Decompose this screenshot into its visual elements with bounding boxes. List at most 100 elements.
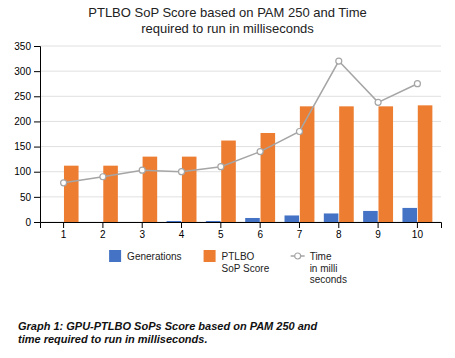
x-tick-label: 7 [297,229,303,240]
x-tick-label: 2 [100,229,106,240]
x-tick: 8 [336,222,342,240]
text-line: time required to run in milliseconds. [18,333,207,345]
x-tick: 9 [375,222,381,240]
x-tick-label: 10 [412,229,424,240]
y-tick: 200 [14,116,40,127]
line-marker [139,167,145,173]
bar [49,222,64,223]
text-line: PTLBO SoP Score based on PAM 250 and Tim… [88,5,366,20]
line-marker [61,180,67,186]
grid-line [40,71,441,72]
grid [40,46,441,222]
line-marker [257,149,263,155]
bar [143,157,158,222]
y-tick-mark [34,172,40,173]
y-tick: 50 [20,192,40,203]
y-tick-mark [34,121,40,122]
x-tick-mark [417,222,418,228]
text-line: PTLBO [222,251,255,262]
bar [221,141,236,222]
y-tick-label: 250 [14,91,31,102]
y-tick-label: 150 [14,141,31,152]
text-line: required to run in milliseconds [141,21,314,36]
legend-label: Generations [127,251,181,262]
line-marker [100,174,106,180]
x-tick-mark [63,222,64,228]
y-tick-mark [34,147,40,148]
line-marker [375,99,381,105]
y-axis-line [34,47,41,223]
line-series [61,58,421,186]
x-tick-mark [260,222,261,228]
y-tick-label: 100 [14,166,31,177]
y-tick: 100 [14,166,40,177]
x-tick-mark [378,222,379,228]
bar [64,166,79,222]
x-tick: 3 [139,222,145,240]
line-marker [336,58,342,64]
x-tick-label: 9 [375,229,381,240]
x-tick-label: 5 [218,229,224,240]
text-line: Graph 1: GPU-PTLBO SoPs Score based on P… [18,320,318,332]
x-tick: 5 [218,222,224,240]
bar [418,105,433,222]
bar [127,222,142,223]
x-tick-mark [220,222,221,228]
x-tick-label: 3 [139,229,145,240]
x-tick-mark [142,222,143,228]
grid-line [40,96,441,97]
y-tick: 0 [25,217,40,228]
x-tick-label: 1 [61,229,67,240]
line-marker [218,164,224,170]
line-marker [414,81,420,87]
chart-container: PTLBO SoP Score based on PAM 250 and Tim… [0,0,455,358]
bar [300,106,315,222]
y-tick-mark [34,46,40,47]
bar [88,222,103,223]
bar [402,208,417,222]
legend-item: PTLBOSoP Score [204,250,270,274]
bar [167,221,182,222]
x-tick: 4 [179,222,185,240]
x-tick: 10 [412,222,424,240]
x-tick-label: 4 [179,229,185,240]
bar [261,133,276,222]
line-marker [296,128,302,134]
bar [378,106,393,222]
bar-series [64,105,432,222]
x-axis-line [41,223,442,229]
legend-label: Timein milliseconds [310,251,347,285]
line [64,61,418,183]
text-line: Generations [127,251,181,262]
legend-swatch [204,250,216,262]
text-line: in milli [310,263,338,274]
legend-swatch [109,250,121,262]
x-tick: 6 [257,222,263,240]
y-tick-mark [34,96,40,97]
x-tick-mark [102,222,103,228]
x-tick-mark [181,222,182,228]
chart-svg: PTLBO SoP Score based on PAM 250 and Tim… [0,0,455,358]
bar [182,157,197,222]
bar [285,215,300,222]
legend: Generations PTLBOSoP Score Timein millisec… [109,250,347,285]
y-tick-mark [34,222,40,223]
y-tick-label: 300 [14,66,31,77]
x-tick: 7 [297,222,303,240]
x-tick-mark [338,222,339,228]
y-tick-label: 0 [25,217,31,228]
bar [206,221,221,222]
text-line: Time [310,251,332,262]
y-tick: 250 [14,91,40,102]
grid-line [40,46,441,47]
legend-item: Timein milliseconds [291,251,347,285]
bar [324,213,339,222]
y-tick: 150 [14,141,40,152]
x-tick: 2 [100,222,106,240]
y-tick-mark [34,197,40,198]
x-tick: 1 [61,222,67,240]
text-line: seconds [310,274,347,285]
text-line: SoP Score [222,263,270,274]
y-tick-label: 50 [20,192,32,203]
legend-item: Generations [109,250,181,262]
